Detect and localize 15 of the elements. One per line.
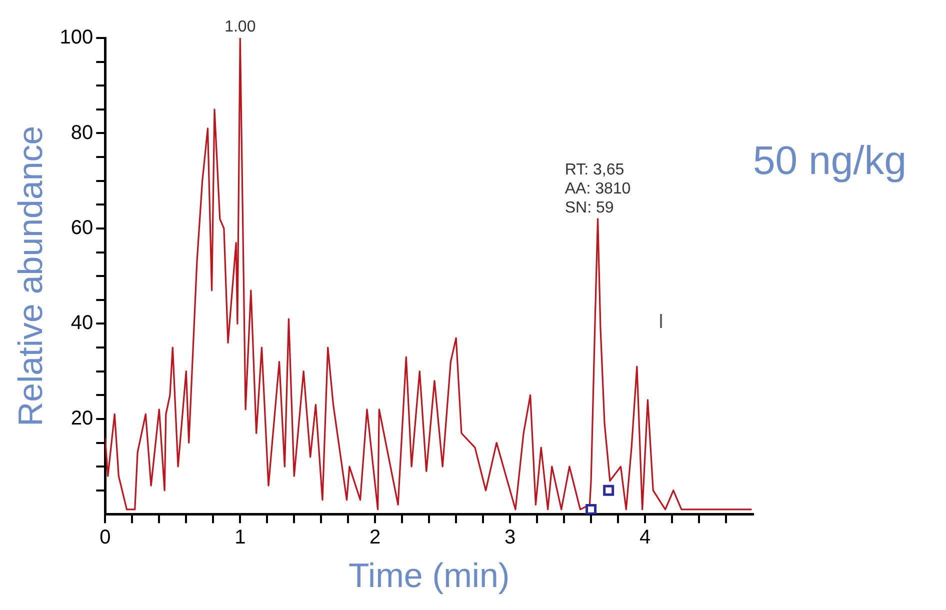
y-tick-label: 60 [70, 216, 94, 239]
x-tick-label: 3 [504, 526, 516, 549]
x-axis-title: Time (min) [348, 556, 510, 595]
y-axis-title: Relative abundance [12, 126, 50, 426]
annotation: 1.00 [224, 18, 256, 36]
y-tick-label: 20 [70, 407, 94, 430]
x-tick-label: 4 [639, 526, 651, 549]
y-tick-label: 40 [70, 312, 94, 334]
y-tick-label: 100 [60, 26, 94, 49]
x-tick-label: 1 [234, 526, 246, 549]
x-tick-label: 0 [100, 526, 111, 549]
y-tick-label: 80 [70, 122, 94, 144]
x-tick-label: 2 [370, 526, 381, 549]
annotation: 50 ng/kg [753, 139, 906, 184]
annotation: RT: 3,65 AA: 3810 SN: 59 [564, 161, 631, 216]
